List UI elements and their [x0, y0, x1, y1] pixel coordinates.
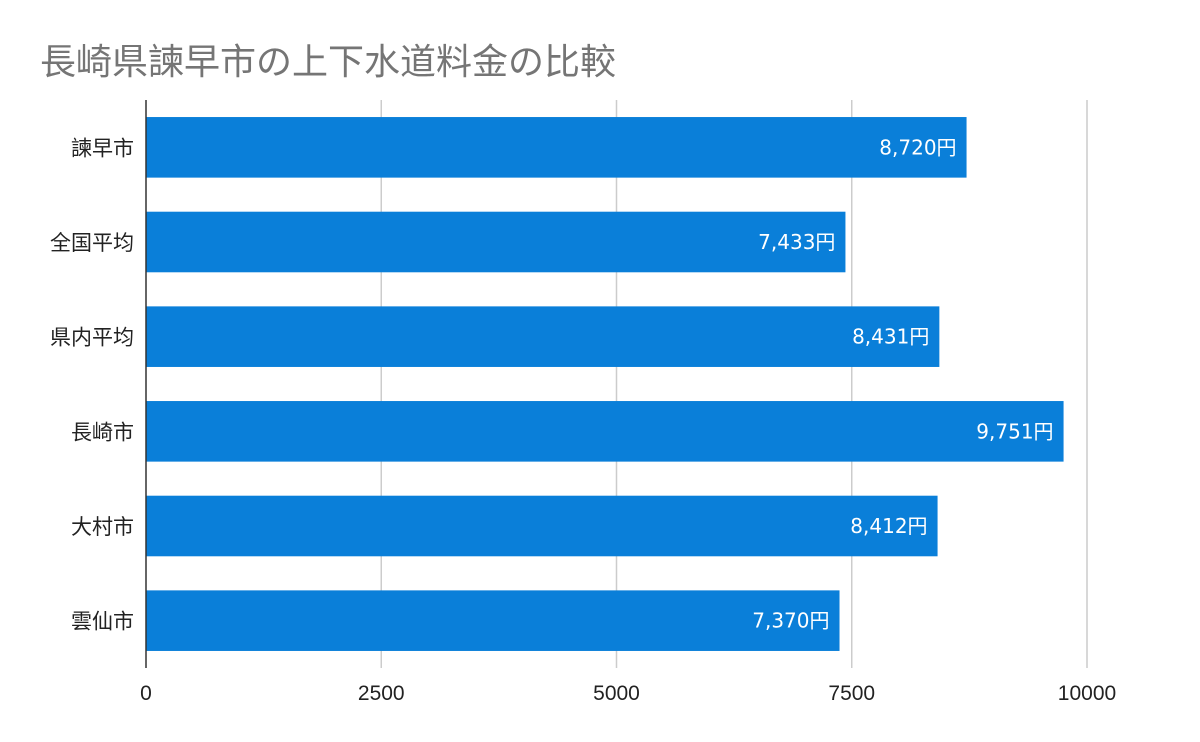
category-label: 長崎市 — [71, 420, 134, 444]
x-tick-label: 2500 — [358, 682, 405, 705]
bar — [146, 590, 840, 651]
bar — [146, 117, 967, 178]
x-tick-label: 5000 — [593, 682, 640, 705]
bar — [146, 401, 1064, 462]
bar-data-label: 8,431円 — [852, 325, 929, 349]
x-tick-label: 7500 — [828, 682, 875, 705]
bar — [146, 495, 938, 557]
chart-title: 長崎県諫早市の上下水道料金の比較 — [40, 42, 616, 83]
x-tick-label: 0 — [140, 682, 152, 705]
gridlines — [380, 100, 1088, 668]
category-label: 大村市 — [71, 515, 134, 539]
category-label: 県内平均 — [50, 326, 134, 350]
category-label: 全国平均 — [50, 231, 134, 255]
bar-data-labels: 8,720円 7,433円 8,431円 9,751円 8,412円 7,370円 — [752, 135, 1053, 632]
category-label: 諫早市 — [71, 136, 134, 160]
x-axis-tick-labels: 0 2500 5000 7500 10000 — [140, 682, 1116, 705]
category-label: 雲仙市 — [71, 610, 134, 634]
bar-data-label: 9,751円 — [976, 419, 1053, 443]
x-tick-label: 10000 — [1058, 682, 1116, 705]
bar-data-label: 8,720円 — [879, 135, 956, 159]
bar-data-label: 7,433円 — [758, 230, 835, 254]
bar-data-label: 7,370円 — [752, 609, 829, 633]
bar — [146, 211, 846, 273]
bars — [146, 117, 1064, 651]
bar-data-label: 8,412円 — [850, 514, 927, 538]
bar — [146, 306, 940, 367]
